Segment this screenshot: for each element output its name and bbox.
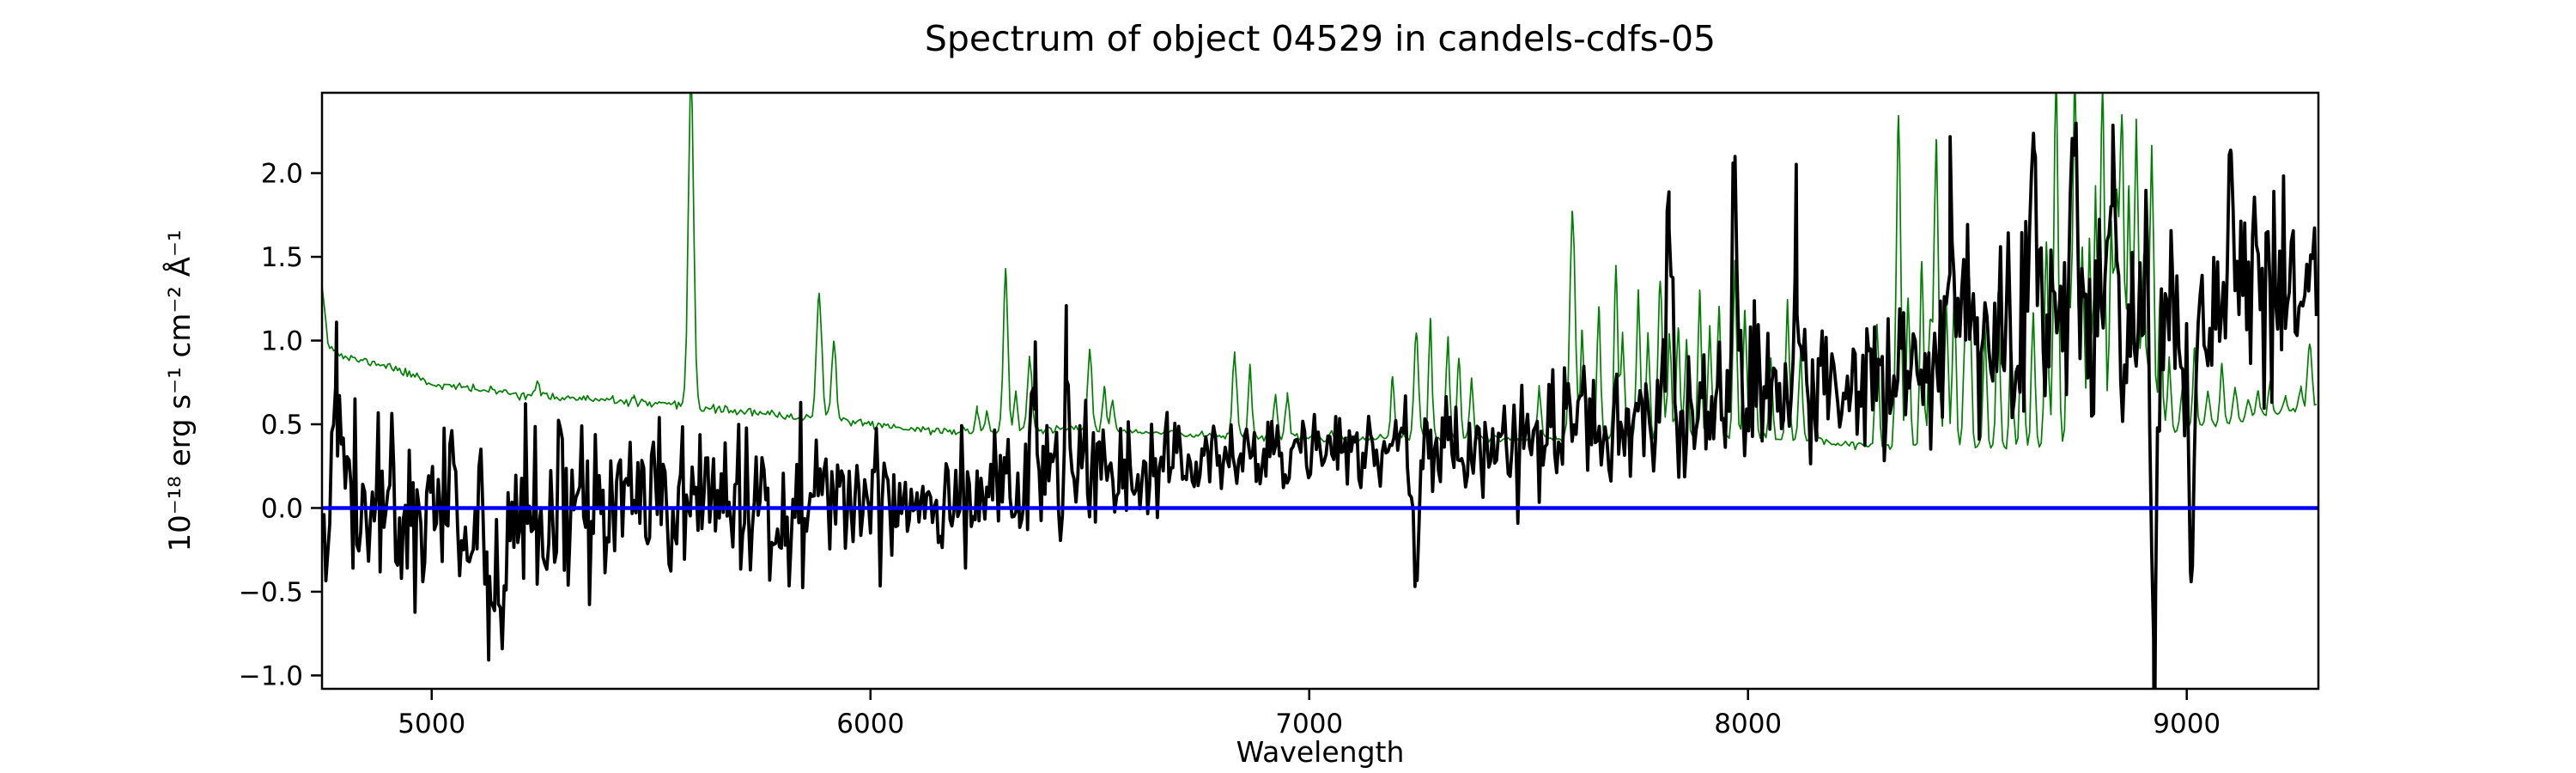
y-tick-label: −1.0 [239,660,303,691]
y-tick-label: −0.5 [239,577,303,608]
plot-area [323,94,2318,688]
x-tick-label: 6000 [836,709,904,740]
y-tick-label: 0.0 [261,493,303,524]
y-tick-label: 1.5 [261,242,303,273]
x-tick-label: 9000 [2153,709,2221,740]
x-axis-label: Wavelength [1236,735,1405,769]
y-axis-label: 10⁻¹⁸ erg s⁻¹ cm⁻² Å⁻¹ [163,229,197,552]
y-tick-label: 2.0 [261,159,303,190]
chart-title: Spectrum of object 04529 in candels-cdfs… [924,18,1716,59]
plot-border [320,91,2320,691]
error-spectrum-line [323,94,2317,451]
x-tick-label: 7000 [1275,709,1343,740]
y-tick-label: 0.5 [261,410,303,441]
flux-spectrum-line [323,121,2318,688]
x-tick-label: 5000 [398,709,465,740]
x-tick-label: 8000 [1714,709,1782,740]
y-tick-label: 1.0 [261,326,303,357]
